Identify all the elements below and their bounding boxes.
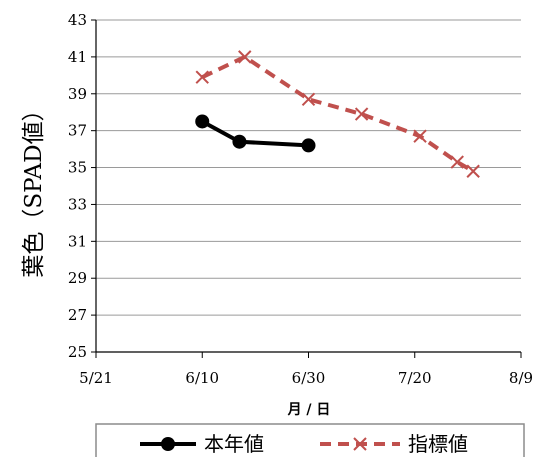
x-tick-label: 7/20 [398, 369, 432, 387]
x-tick-labels: 5/21 6/10 6/30 7/20 8/9 [79, 369, 533, 387]
x-marker-stroke [354, 107, 369, 121]
y-tick-labels: 25 27 29 31 33 35 37 39 41 43 [68, 11, 87, 361]
y-tick-label: 41 [68, 48, 87, 66]
x-tick-label: 6/10 [185, 369, 219, 387]
y-tick-label: 25 [68, 343, 87, 361]
x-marker-stroke [238, 50, 252, 64]
x-marker [450, 155, 464, 169]
grid-lines [96, 19, 521, 316]
axes [91, 19, 522, 358]
series-1 [195, 114, 316, 153]
x-marker [413, 129, 427, 143]
x-marker [238, 50, 252, 64]
x-marker [466, 164, 480, 178]
x-marker [301, 92, 316, 107]
y-tick-label: 39 [68, 85, 87, 103]
data-point [195, 114, 210, 129]
legend-label: 本年値 [204, 432, 264, 456]
y-tick-label: 29 [68, 269, 87, 287]
x-marker [195, 70, 209, 84]
x-marker-stroke [466, 164, 480, 178]
x-marker-stroke [195, 70, 209, 84]
series-line [201, 54, 475, 173]
legend: 本年値 指標値 [95, 423, 525, 457]
data-point [232, 134, 247, 149]
series-group [195, 50, 480, 178]
x-marker [353, 437, 367, 451]
x-marker-stroke [353, 437, 367, 451]
series-line [201, 119, 309, 148]
legend-item-1: 本年値 [140, 432, 264, 456]
legend-label: 指標値 [408, 432, 468, 456]
x-marker-stroke [413, 129, 427, 143]
y-axis-label: 葉色（SPAD値） [21, 98, 47, 277]
y-tick-label: 27 [68, 306, 87, 324]
x-tick-label: 6/30 [292, 369, 326, 387]
legend-swatch-marker [161, 437, 175, 451]
y-tick-label: 33 [68, 195, 87, 213]
x-marker-stroke [450, 155, 464, 169]
legend-item-2: 指標値 [320, 432, 468, 456]
series-2 [195, 50, 480, 178]
x-marker [354, 107, 369, 121]
y-tick-label: 31 [68, 232, 87, 250]
y-tick-label: 43 [68, 11, 87, 29]
y-tick-label: 37 [68, 122, 87, 140]
x-marker-stroke [301, 92, 316, 107]
x-axis-label: 月 / 日 [287, 402, 331, 418]
x-tick-label: 8/9 [509, 369, 533, 387]
data-point [301, 138, 316, 153]
x-tick-label: 5/21 [79, 369, 113, 387]
y-tick-label: 35 [68, 159, 87, 177]
